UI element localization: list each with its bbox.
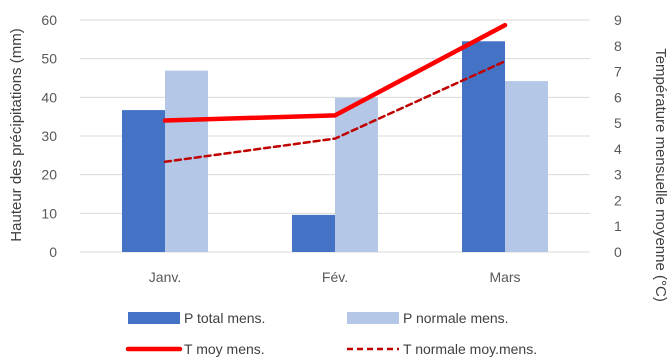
legend-swatch [128, 312, 180, 324]
legend-p-total: P total mens. [128, 310, 265, 326]
y2-tick-label: 6 [614, 89, 622, 105]
lines [162, 22, 508, 164]
legend-swatch [347, 312, 399, 324]
left-axis-ticks: 0 10 20 30 40 50 60 [41, 12, 57, 260]
y-tick-label: 60 [41, 12, 57, 28]
y2-tick-label: 8 [614, 38, 622, 54]
legend-t-normale: T normale moy.mens. [347, 341, 537, 357]
y-tick-label: 0 [49, 244, 57, 260]
y2-tick-label: 1 [614, 218, 622, 234]
x-tick-label: Mars [489, 269, 520, 285]
bar-p-total-2 [462, 41, 505, 253]
y2-tick-label: 2 [614, 192, 622, 208]
bar-p-normale-2 [505, 81, 548, 253]
y2-tick-label: 0 [614, 244, 622, 260]
legend-p-normale: P normale mens. [347, 310, 509, 326]
y-axis-title: Hauteur des précipitations (mm) [8, 28, 25, 241]
y2-tick-label: 7 [614, 64, 622, 80]
right-axis-ticks: 0 1 2 3 4 5 6 7 8 9 [614, 12, 622, 260]
y-tick-label: 30 [41, 128, 57, 144]
legend-label: T moy mens. [184, 341, 265, 357]
legend-label: P total mens. [184, 310, 265, 326]
line-t-normale [163, 59, 507, 164]
x-tick-label: Fév. [322, 269, 348, 285]
y-tick-label: 40 [41, 89, 57, 105]
y-tick-label: 10 [41, 205, 57, 221]
bar-p-total-1 [292, 214, 335, 252]
y2-tick-label: 4 [614, 141, 622, 157]
x-tick-label: Janv. [149, 269, 181, 285]
y2-tick-label: 3 [614, 167, 622, 183]
y2-tick-label: 5 [614, 115, 622, 131]
legend-label: P normale mens. [403, 310, 509, 326]
bars [122, 41, 548, 253]
y2-axis-title: Température mensuelle moyenne (°C) [652, 48, 669, 302]
x-axis-ticks: Janv. Fév. Mars [149, 269, 521, 285]
bar-p-total-0 [122, 110, 165, 253]
legend: P total mens. P normale mens. T moy mens. T… [125, 310, 537, 357]
y2-tick-label: 9 [614, 12, 622, 28]
legend-t-moy: T moy mens. [125, 341, 265, 357]
y-tick-label: 50 [41, 51, 57, 67]
bar-p-normale-0 [165, 70, 208, 252]
line-t-moy [162, 22, 508, 123]
legend-label: T normale moy.mens. [403, 341, 537, 357]
y-tick-label: 20 [41, 167, 57, 183]
